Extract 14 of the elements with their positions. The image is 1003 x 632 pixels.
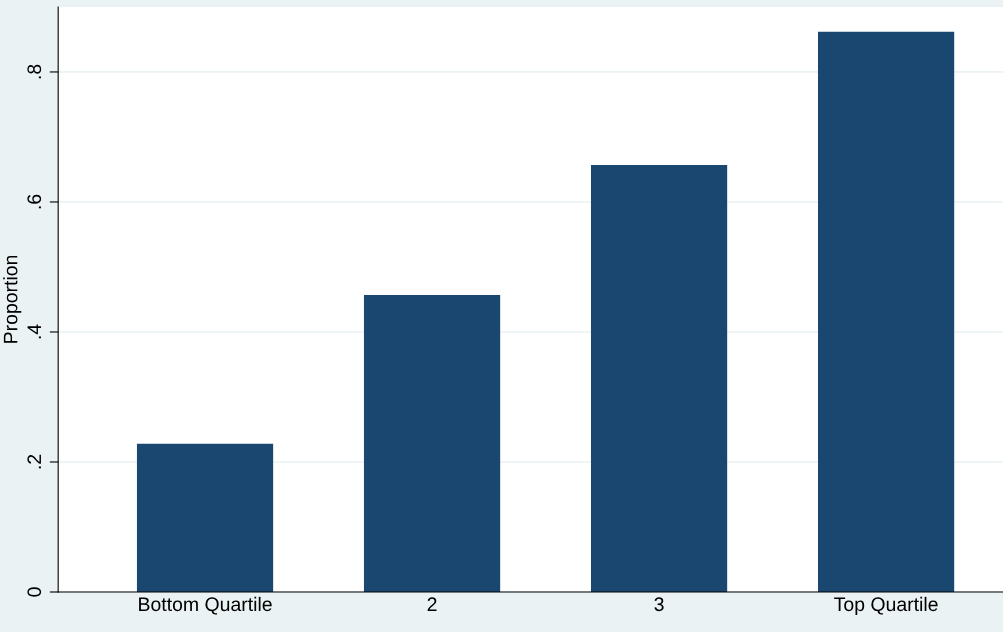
y-axis-title: Proportion [3, 255, 22, 343]
y-tick-label: .4 [27, 324, 41, 339]
x-tick-label: Top Quartile [834, 596, 938, 615]
x-tick-label: 2 [427, 597, 437, 611]
bar [590, 164, 728, 592]
y-tick-label: .2 [27, 454, 41, 469]
x-tick-label: 3 [654, 597, 664, 612]
x-tick-label: Bottom Quartile [139, 596, 272, 615]
bar [363, 294, 501, 592]
bar [817, 31, 955, 592]
y-tick-label: 0 [27, 587, 42, 597]
y-tick-label: .8 [27, 64, 42, 79]
y-tick-label: .6 [27, 194, 42, 209]
bar [136, 443, 274, 592]
